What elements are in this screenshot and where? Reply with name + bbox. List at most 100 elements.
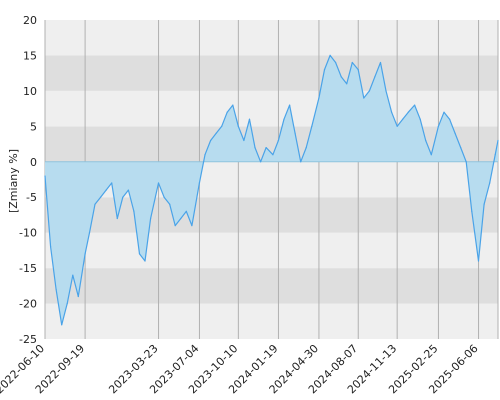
data-point [497, 139, 499, 142]
data-point [419, 118, 421, 120]
data-point [272, 154, 274, 156]
data-point [294, 132, 296, 134]
data-point [477, 260, 480, 262]
data-point [471, 210, 473, 212]
data-point [311, 125, 313, 127]
y-tick-label: -25 [19, 333, 37, 346]
data-point [215, 132, 217, 134]
data-point [180, 217, 182, 220]
data-point [122, 196, 124, 198]
data-point [88, 232, 91, 234]
data-point [402, 118, 404, 120]
data-area [45, 55, 498, 325]
data-point [318, 97, 320, 99]
data-point [50, 246, 52, 248]
data-point [157, 182, 160, 184]
data-point [198, 182, 200, 184]
data-point [138, 253, 141, 255]
data-point [174, 225, 176, 227]
data-point [430, 154, 432, 156]
data-point [489, 182, 491, 184]
data-point [221, 125, 223, 127]
data-point [379, 61, 382, 64]
data-point [61, 324, 63, 326]
y-tick-label: -15 [19, 262, 37, 275]
band [45, 55, 498, 91]
data-point [340, 76, 342, 78]
data-point [414, 104, 416, 106]
data-point [77, 295, 79, 298]
y-tick-label: 5 [30, 120, 37, 133]
data-point [144, 260, 146, 262]
area-fill [45, 55, 498, 325]
data-point [425, 139, 427, 142]
y-axis-ticks: -25 -20 -15 -10 -5 0 5 10 15 20 [19, 14, 37, 346]
data-point [283, 118, 285, 120]
data-point [204, 154, 206, 156]
data-point [191, 225, 193, 227]
data-point [210, 139, 212, 142]
data-line [44, 54, 499, 326]
data-point [260, 161, 262, 163]
y-axis-title: [Zmiany %] [7, 149, 20, 213]
data-point [465, 161, 467, 163]
data-point [494, 154, 496, 156]
y-tick-label: -20 [19, 298, 37, 311]
data-point [116, 217, 118, 220]
data-point [232, 104, 234, 106]
data-point [335, 61, 337, 64]
data-point [226, 111, 228, 113]
data-point [254, 147, 256, 149]
data-point [277, 139, 279, 142]
y-tick-label: 20 [23, 14, 37, 27]
data-point [483, 203, 485, 205]
data-point [374, 76, 376, 78]
data-point [248, 118, 251, 120]
data-point [72, 274, 74, 276]
data-point [111, 182, 113, 184]
data-point [329, 54, 331, 57]
data-point [133, 210, 135, 212]
data-point [169, 203, 171, 205]
data-point [437, 125, 439, 127]
data-point [449, 118, 451, 120]
data-point [289, 104, 291, 106]
y-tick-label: 0 [30, 156, 37, 169]
data-point [357, 69, 359, 71]
data-point [363, 97, 365, 99]
data-point [396, 125, 398, 127]
band [45, 197, 498, 233]
data-point [385, 90, 387, 92]
data-point [323, 69, 326, 71]
data-point [105, 189, 107, 191]
y-tick-label: -10 [19, 227, 37, 240]
data-point [407, 111, 409, 113]
data-point [454, 132, 456, 134]
data-point [265, 147, 267, 149]
data-point [84, 253, 86, 255]
data-point [185, 210, 187, 212]
data-point [443, 111, 445, 113]
data-point [300, 161, 302, 163]
data-point [44, 175, 46, 177]
data-point [66, 303, 68, 305]
data-point [100, 196, 102, 198]
y-tick-label: -5 [26, 191, 37, 204]
data-point [346, 83, 348, 85]
band [45, 90, 498, 127]
data-point [150, 217, 152, 220]
data-point [163, 196, 165, 198]
data-point [55, 288, 57, 290]
data-point [391, 111, 393, 113]
band [45, 268, 498, 304]
y-tick-label: 15 [23, 49, 37, 62]
band [45, 20, 498, 56]
data-point [127, 189, 129, 191]
band [45, 232, 498, 269]
data-point [351, 61, 353, 64]
data-point [460, 147, 462, 149]
y-tick-label: 10 [23, 85, 37, 98]
data-point [368, 90, 370, 92]
data-point [94, 203, 96, 205]
